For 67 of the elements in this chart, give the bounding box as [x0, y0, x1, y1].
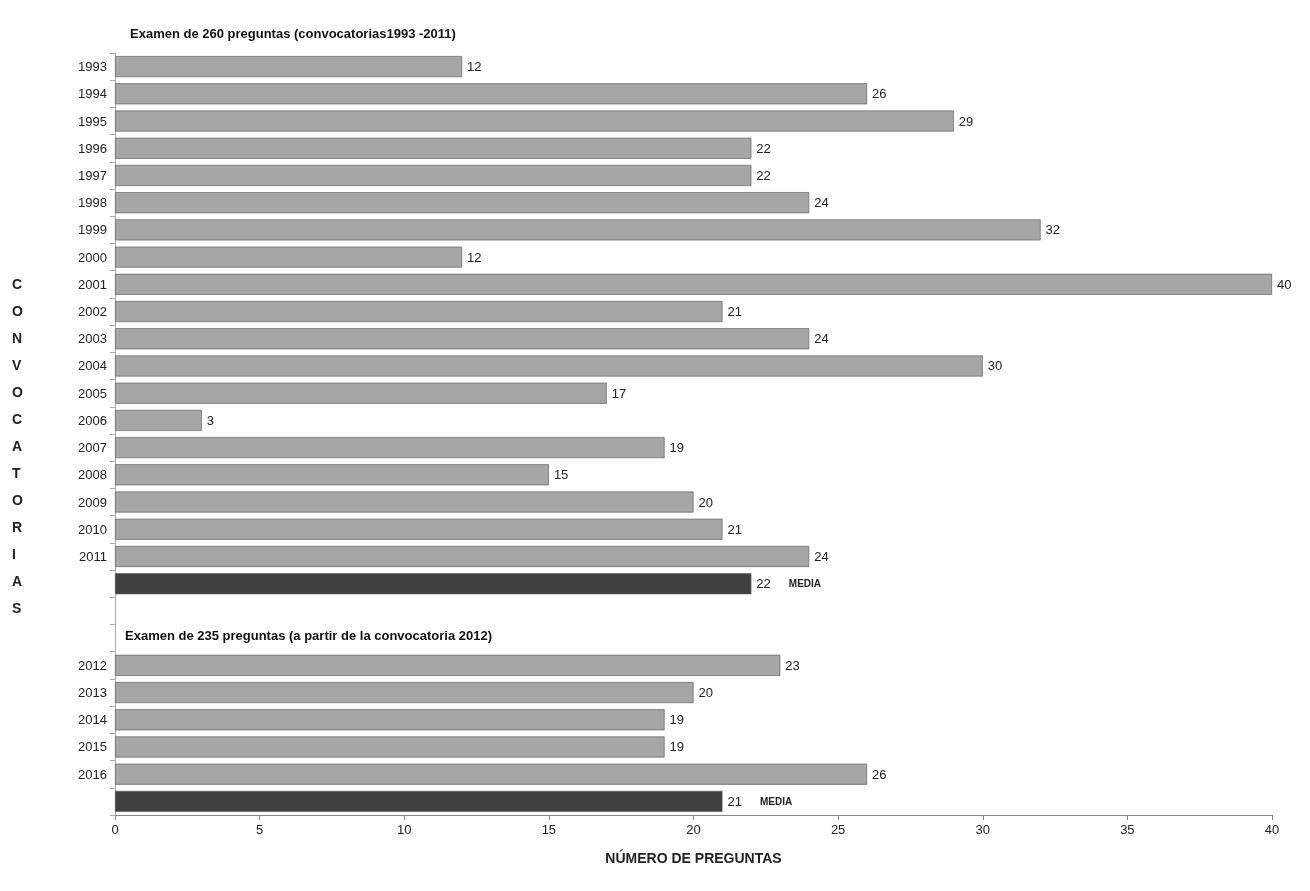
- data-label: 22: [756, 140, 771, 156]
- data-label: 29: [958, 113, 974, 129]
- data-label: 24: [814, 195, 829, 211]
- x-tick-label: 35: [1120, 822, 1135, 837]
- x-axis-title: NÚMERO DE PREGUNTAS: [605, 849, 782, 866]
- x-tick-label: 30: [975, 822, 990, 837]
- data-label: 22: [756, 576, 771, 592]
- y-tick-label: 2002: [78, 304, 107, 320]
- y-tick-label: 1997: [78, 167, 107, 183]
- x-tick-label: 10: [397, 822, 412, 837]
- data-label: 21: [727, 521, 742, 537]
- data-label: 20: [698, 685, 713, 701]
- y-tick-label: 2008: [78, 467, 107, 483]
- y-tick-label: 2014: [78, 712, 107, 728]
- bar: [115, 790, 723, 812]
- y-tick-label: 2007: [78, 440, 107, 456]
- y-tick-label: 2012: [78, 657, 107, 673]
- y-tick-label: 2005: [78, 385, 107, 401]
- data-label: 21: [727, 793, 742, 809]
- x-tick-label: 15: [541, 822, 557, 837]
- y-tick-label: 2004: [78, 358, 107, 374]
- data-label: 40: [1277, 276, 1292, 292]
- data-label: 24: [814, 331, 829, 347]
- text: MEDIA: [788, 578, 822, 590]
- annotation: Examen de 235 preguntas (a partir de la convocatoria 2012): [125, 628, 493, 644]
- y-tick-label: 1993: [78, 59, 107, 75]
- data-label: 26: [872, 766, 887, 782]
- y-tick-label: 2016: [78, 766, 107, 782]
- x-tick-label: 20: [686, 822, 701, 837]
- y-tick-label: 2013: [78, 685, 107, 701]
- text: CONVOCATORIAS: [12, 275, 23, 616]
- x-tick-label: 25: [830, 822, 846, 837]
- y-tick-label: 2001: [78, 276, 107, 292]
- data-label: 23: [785, 657, 800, 673]
- data-label: 3: [206, 412, 215, 428]
- y-tick-label: 2006: [78, 412, 107, 428]
- data-label: 15: [553, 467, 569, 483]
- data-label: 12: [467, 249, 482, 265]
- chart-title: Examen de 260 preguntas (convocatorias1993 -2011): [130, 26, 456, 41]
- y-tick-label: 2003: [78, 331, 107, 347]
- y-tick-label: 1995: [78, 113, 107, 129]
- data-label: 26: [872, 86, 887, 102]
- y-tick-label: 2000: [78, 249, 107, 265]
- y-tick-label: 2015: [78, 739, 107, 755]
- data-label: 30: [987, 358, 1003, 374]
- x-tick-label: 40: [1264, 822, 1280, 837]
- y-tick-label: 2010: [78, 521, 107, 537]
- x-tick-label: 0: [111, 822, 119, 837]
- y-tick-label: 2009: [78, 494, 107, 510]
- y-tick-label: 1998: [78, 195, 107, 211]
- x-tick-label: 5: [256, 822, 264, 837]
- data-label: 21: [727, 304, 742, 320]
- y-tick-label: 1994: [78, 86, 107, 102]
- data-label: 17: [611, 385, 627, 401]
- data-label: 12: [467, 59, 482, 75]
- data-label: 19: [669, 739, 685, 755]
- y-tick-label: 1996: [78, 140, 107, 156]
- data-label: 19: [669, 712, 685, 728]
- y-tick-label: 1999: [78, 222, 107, 238]
- data-label: 32: [1045, 222, 1061, 238]
- bar: [115, 573, 752, 595]
- data-label: 24: [814, 548, 829, 564]
- y-tick-label: 2011: [79, 548, 107, 564]
- data-label: 22: [756, 167, 771, 183]
- data-label: 19: [669, 440, 685, 456]
- text: MEDIA: [759, 795, 793, 807]
- data-label: 20: [698, 494, 713, 510]
